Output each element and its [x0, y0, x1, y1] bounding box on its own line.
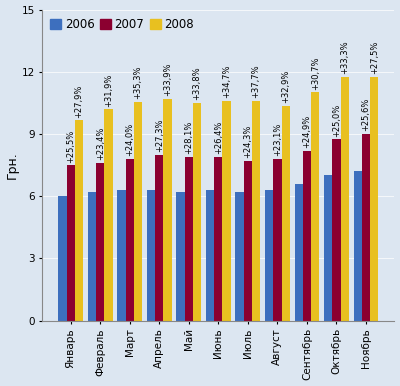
Bar [324, 175, 332, 320]
Bar [206, 190, 214, 320]
Text: +37,7%: +37,7% [252, 65, 261, 98]
Bar [155, 155, 163, 320]
Bar [354, 171, 362, 320]
Bar [294, 184, 303, 320]
Bar [214, 157, 222, 320]
Text: +32,9%: +32,9% [281, 70, 290, 103]
Bar [282, 106, 290, 320]
Bar [265, 190, 273, 320]
Text: +35,3%: +35,3% [134, 66, 142, 99]
Bar [273, 159, 282, 320]
Bar [193, 103, 201, 320]
Bar [163, 99, 172, 320]
Bar [134, 102, 142, 320]
Bar [126, 159, 134, 320]
Text: +31,9%: +31,9% [104, 73, 113, 107]
Bar [370, 77, 378, 320]
Bar [147, 190, 155, 320]
Text: +25,0%: +25,0% [332, 103, 341, 137]
Bar [341, 77, 349, 320]
Bar [252, 101, 260, 320]
Bar [303, 151, 311, 320]
Bar [311, 93, 319, 320]
Text: +24,0%: +24,0% [125, 123, 134, 156]
Bar [117, 190, 126, 320]
Bar [332, 139, 341, 320]
Text: +26,4%: +26,4% [214, 121, 223, 154]
Text: +23,4%: +23,4% [96, 127, 105, 161]
Text: +33,8%: +33,8% [192, 67, 202, 100]
Text: +23,1%: +23,1% [273, 123, 282, 156]
Bar [75, 120, 83, 320]
Text: +24,3%: +24,3% [243, 125, 252, 158]
Y-axis label: Грн.: Грн. [6, 151, 18, 179]
Bar [362, 134, 370, 320]
Text: +34,7%: +34,7% [222, 65, 231, 98]
Bar [244, 161, 252, 320]
Bar [58, 196, 66, 320]
Bar [222, 101, 231, 320]
Legend: 2006, 2007, 2008: 2006, 2007, 2008 [48, 15, 196, 33]
Text: +27,5%: +27,5% [370, 41, 379, 74]
Bar [88, 192, 96, 320]
Bar [96, 163, 104, 320]
Bar [104, 109, 112, 320]
Text: +33,9%: +33,9% [163, 63, 172, 96]
Text: +27,9%: +27,9% [74, 85, 84, 118]
Text: +25,5%: +25,5% [66, 129, 75, 163]
Text: +28,1%: +28,1% [184, 121, 193, 154]
Text: +25,6%: +25,6% [362, 98, 370, 132]
Bar [66, 165, 75, 320]
Text: +30,7%: +30,7% [311, 56, 320, 90]
Text: +24,9%: +24,9% [302, 115, 312, 148]
Bar [236, 192, 244, 320]
Text: +27,3%: +27,3% [155, 119, 164, 152]
Bar [176, 192, 185, 320]
Bar [185, 157, 193, 320]
Text: +33,3%: +33,3% [340, 41, 349, 74]
